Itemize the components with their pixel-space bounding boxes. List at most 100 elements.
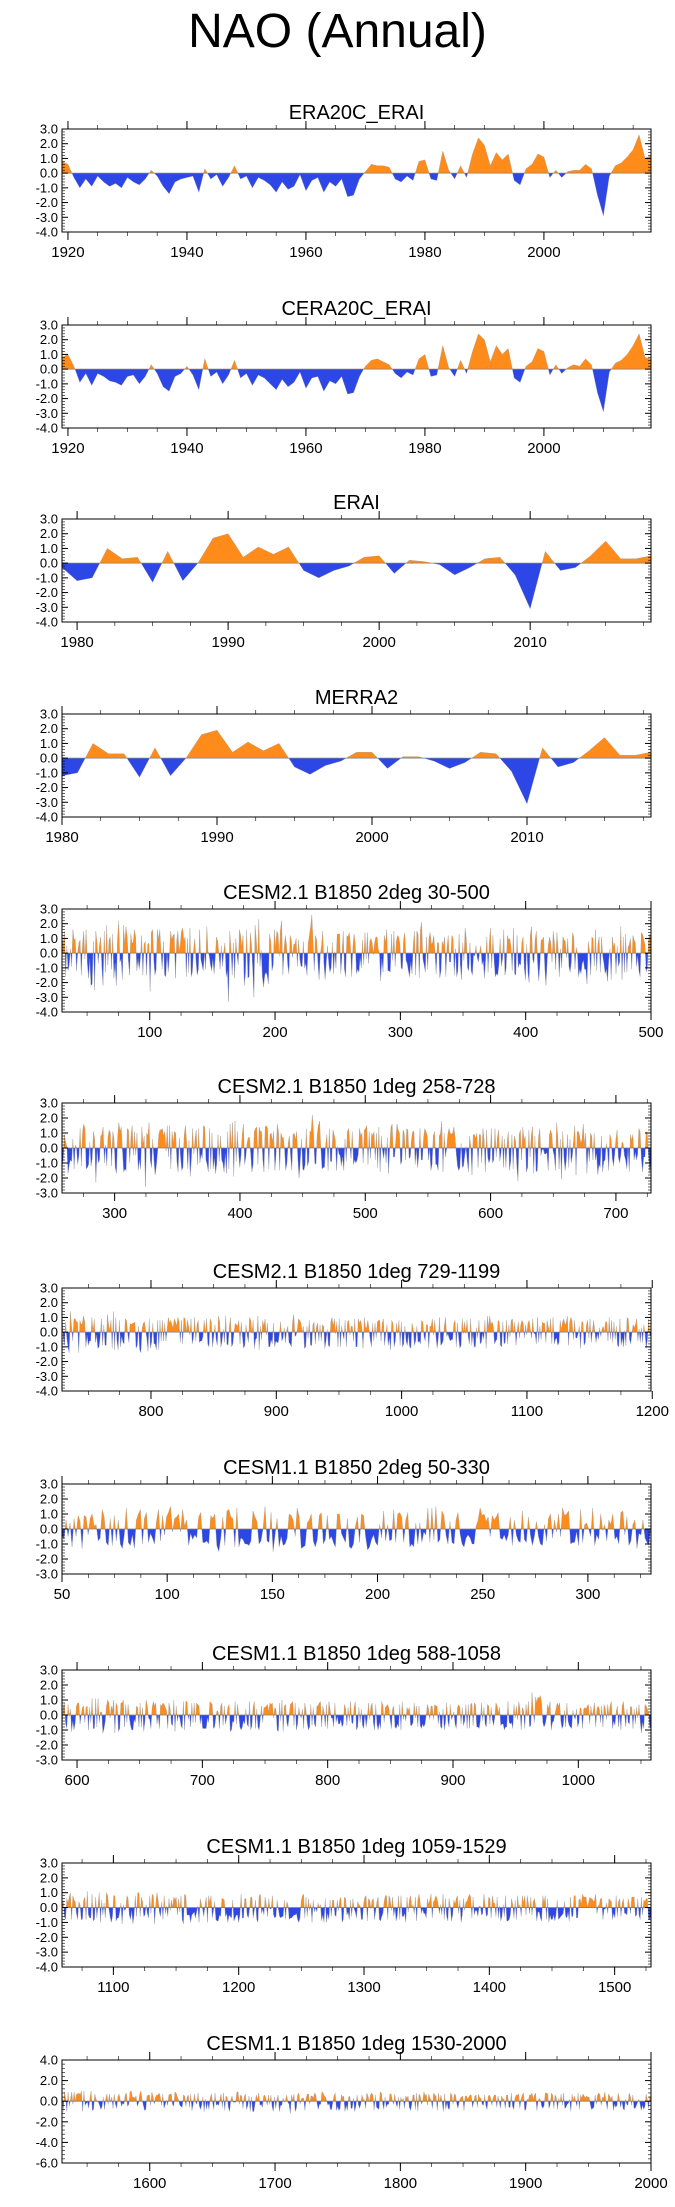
xtick-label: 1990 — [211, 634, 244, 651]
ytick-label: -3.0 — [36, 406, 58, 421]
xtick-label: 1800 — [384, 2175, 417, 2192]
xtick-label: 1300 — [347, 1979, 380, 1996]
ytick-label: -2.0 — [36, 975, 58, 990]
ytick-label: -3.0 — [36, 1186, 58, 1201]
xtick-label: 400 — [227, 1205, 252, 1222]
panel-1: ERA20C_ERAI 3.02.01.00.0-1.0-2.0-3.0-4.0 1… — [36, 102, 652, 261]
panel-11: CESM1.1 B1850 1deg 1530-2000 4.0 2.0 0.0 -2.… — [36, 2033, 668, 2192]
xtick-label: 1920 — [51, 244, 84, 261]
xtick-label: 1000 — [562, 1772, 595, 1789]
ytick-label: 0.0 — [40, 751, 58, 766]
ytick-label: 2.0 — [40, 721, 58, 736]
xtick-label: 700 — [603, 1205, 628, 1222]
ytick-label: 1.0 — [40, 541, 58, 556]
series-line — [61, 1506, 652, 1552]
xtick-label: 1200 — [636, 1403, 669, 1420]
figure-title: NAO (Annual) — [188, 5, 487, 58]
negative-area — [62, 1332, 651, 1353]
xtick-label: 1900 — [509, 2175, 542, 2192]
xtick-label: 1500 — [598, 1979, 631, 1996]
xtick-label: 250 — [470, 1586, 495, 1603]
xtick-label: 1980 — [408, 440, 441, 457]
negative-area — [74, 369, 612, 412]
panel-10: CESM1.1 B1850 1deg 1059-1529 3.02.01.00.0… — [36, 1836, 652, 1996]
xtick-label: 800 — [138, 1403, 163, 1420]
ytick-label: -2.0 — [36, 195, 58, 210]
panel-title: ERA20C_ERAI — [289, 102, 425, 124]
ytick-label: -4.0 — [36, 1384, 58, 1399]
xtick-label: 1940 — [170, 244, 203, 261]
ytick-label: 2.0 — [40, 1678, 58, 1693]
ytick-label: 2.0 — [40, 1111, 58, 1126]
xtick-label: 1980 — [408, 244, 441, 261]
ytick-label: 2.0 — [40, 2073, 58, 2088]
ytick-label: -4.0 — [36, 421, 58, 436]
positive-area — [62, 134, 651, 174]
plot-frame — [61, 128, 652, 233]
panel-title: CESM1.1 B1850 1deg 1059-1529 — [206, 1836, 506, 1858]
ytick-label: -1.0 — [36, 1537, 58, 1552]
ytick-label: -1.0 — [36, 570, 58, 585]
ytick-label: -1.0 — [36, 180, 58, 195]
xtick-label: 1960 — [289, 440, 322, 457]
ytick-label: 0.0 — [40, 1708, 58, 1723]
ytick-label: -2.0 — [36, 391, 58, 406]
negative-area — [62, 2101, 650, 2114]
xtick-label: 1920 — [51, 440, 84, 457]
series-line — [61, 1311, 652, 1353]
ytick-label: 2.0 — [40, 332, 58, 347]
panel-title: MERRA2 — [315, 687, 398, 709]
xtick-label: 100 — [155, 1586, 180, 1603]
ytick-label: -2.0 — [36, 585, 58, 600]
xtick-label: 1400 — [473, 1979, 506, 1996]
series-line — [61, 533, 652, 610]
ytick-label: 3.0 — [40, 902, 58, 917]
series-line — [61, 914, 652, 1002]
positive-area — [99, 533, 651, 564]
plot-frame — [61, 2059, 652, 2164]
xtick-label: 1000 — [385, 1403, 418, 1420]
xtick-label: 500 — [638, 1024, 663, 1041]
ytick-label: -4.0 — [36, 1005, 58, 1020]
panel-title: CESM2.1 B1850 1deg 258-728 — [218, 1076, 496, 1098]
plot-frame — [61, 713, 652, 818]
ytick-label: -4.0 — [36, 810, 58, 825]
xtick-label: 700 — [190, 1772, 215, 1789]
xtick-label: 2000 — [355, 829, 388, 846]
ytick-label: 3.0 — [40, 318, 58, 333]
ytick-label: -3.0 — [36, 600, 58, 615]
ytick-label: -1.0 — [36, 376, 58, 391]
ytick-label: 0.0 — [40, 1141, 58, 1156]
xtick-label: 600 — [65, 1772, 90, 1789]
ytick-label: -3.0 — [36, 1753, 58, 1768]
ytick-label: 2.0 — [40, 1870, 58, 1885]
ytick-label: 3.0 — [40, 1096, 58, 1111]
xtick-label: 1980 — [60, 634, 93, 651]
ytick-label: -4.0 — [36, 2135, 58, 2150]
ytick-label: 1.0 — [40, 151, 58, 166]
negative-area — [62, 1529, 651, 1552]
xtick-label: 1980 — [45, 829, 78, 846]
panel-6: CESM2.1 B1850 1deg 258-728 3.02.01.00.0-1… — [36, 1076, 652, 1222]
ytick-label: -4.0 — [36, 615, 58, 630]
positive-area — [62, 914, 651, 954]
ytick-label: 3.0 — [40, 512, 58, 527]
series-line — [61, 729, 652, 805]
series-line — [61, 134, 652, 216]
series-line — [61, 333, 652, 412]
xtick-label: 1100 — [97, 1979, 129, 1996]
ytick-label: -1.0 — [36, 1156, 58, 1171]
negative-area — [71, 173, 612, 216]
xtick-label: 2010 — [510, 829, 543, 846]
ytick-label: -2.0 — [36, 1171, 58, 1186]
panel-4: MERRA2 3.02.01.00.0-1.0-2.0-3.0-4.0 1980 19… — [36, 687, 652, 846]
ytick-label: 1.0 — [40, 1693, 58, 1708]
ytick-label: -2.0 — [36, 1552, 58, 1567]
xtick-label: 600 — [478, 1205, 503, 1222]
ytick-label: 1.0 — [40, 347, 58, 362]
ytick-label: -1.0 — [36, 1915, 58, 1930]
ytick-label: -3.0 — [36, 1945, 58, 1960]
panel-title: CESM1.1 B1850 1deg 588-1058 — [212, 1643, 501, 1665]
ytick-label: 3.0 — [40, 1281, 58, 1296]
